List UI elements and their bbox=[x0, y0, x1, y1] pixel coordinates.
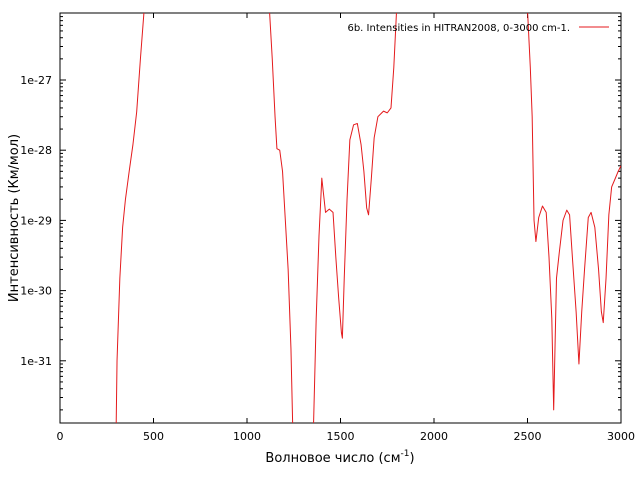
y-tick-label-1: 1e-30 bbox=[20, 285, 52, 298]
x-axis: 0 500 1000 1500 2000 2500 3000 bbox=[57, 13, 635, 443]
x-axis-title-main: Волновое число (см bbox=[265, 451, 400, 466]
x-tick-label-5: 2500 bbox=[514, 430, 542, 443]
x-axis-title-end: ) bbox=[409, 451, 414, 466]
x-axis-title-sup: -1 bbox=[401, 449, 410, 459]
x-tick-label-3: 1500 bbox=[327, 430, 355, 443]
y-tick-label-4: 1e-27 bbox=[20, 74, 52, 87]
y-tick-label-0: 1e-31 bbox=[20, 355, 52, 368]
y-axis: 1e-31 1e-30 1e-29 1e-28 1e-27 bbox=[20, 12, 621, 411]
series-line-0 bbox=[115, 13, 621, 423]
series-layer bbox=[115, 13, 621, 423]
legend: 6b. Intensities in HITRAN2008, 0-3000 cm… bbox=[347, 23, 609, 34]
legend-label: 6b. Intensities in HITRAN2008, 0-3000 cm… bbox=[347, 23, 570, 34]
y-axis-title: Интенсивность (Км/мол) bbox=[7, 134, 22, 302]
y-tick-label-3: 1e-28 bbox=[20, 144, 52, 157]
x-tick-label-2: 1000 bbox=[233, 430, 261, 443]
x-tick-label-0: 0 bbox=[57, 430, 64, 443]
x-tick-label-6: 3000 bbox=[607, 430, 635, 443]
x-tick-label-4: 2000 bbox=[420, 430, 448, 443]
x-axis-title: Волновое число (см-1) bbox=[265, 449, 414, 466]
x-tick-label-1: 500 bbox=[143, 430, 164, 443]
plot-frame bbox=[59, 12, 622, 424]
y-tick-label-2: 1e-29 bbox=[20, 214, 52, 227]
